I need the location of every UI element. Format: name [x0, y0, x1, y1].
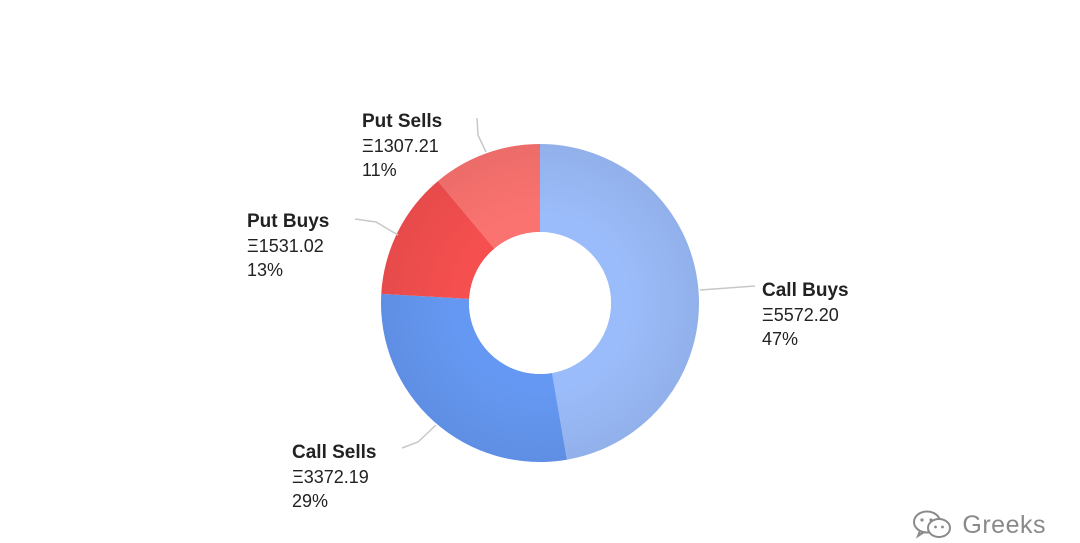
leader-line-put-sells: [476, 117, 487, 153]
slice-label-call-sells: Call Sells Ξ3372.19 29%: [292, 441, 377, 513]
leader-line-call-buys: [699, 285, 756, 291]
slice-label-percent: 47%: [762, 329, 799, 349]
watermark: Greeks: [912, 510, 1046, 540]
slice-label-name: Put Buys: [247, 211, 330, 232]
slice-label-percent: 11%: [362, 160, 397, 180]
slice-label-percent: 29%: [292, 491, 329, 511]
leader-lines: [354, 117, 756, 449]
slice-label-percent: 13%: [247, 260, 284, 280]
donut-hole: [469, 232, 611, 374]
slice-label-put-buys: Put Buys Ξ1531.02 13%: [247, 210, 329, 282]
slice-label-name: Put Sells: [362, 111, 443, 132]
watermark-text: Greeks: [962, 510, 1046, 539]
leader-line-put-buys: [354, 218, 399, 236]
donut-slices: [381, 144, 699, 462]
slice-label-value: Ξ5572.20: [762, 305, 839, 325]
wechat-icon: [913, 510, 952, 539]
leader-line-call-sells: [401, 424, 437, 449]
slice-label-value: Ξ1531.02: [247, 236, 324, 256]
slice-label-name: Call Buys: [762, 280, 849, 301]
slice-label-value: Ξ1307.21: [362, 136, 439, 156]
slice-label-value: Ξ3372.19: [292, 467, 369, 487]
slice-label-call-buys: Call Buys Ξ5572.20 47%: [762, 279, 849, 351]
slice-label-put-sells: Put Sells Ξ1307.21 11%: [362, 110, 442, 182]
slice-label-name: Call Sells: [292, 442, 377, 463]
